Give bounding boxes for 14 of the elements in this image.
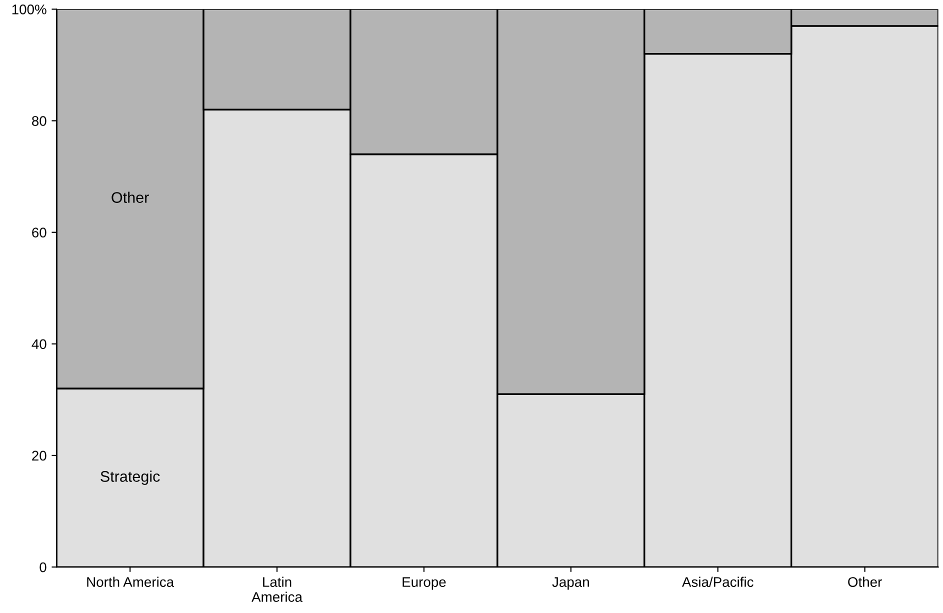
- x-tick-label: Other: [848, 576, 882, 587]
- x-tick-label: North America: [87, 576, 174, 587]
- x-tick-label: Japan: [552, 577, 589, 590]
- series-label: Other: [112, 192, 149, 203]
- y-tick-label: 100%: [12, 4, 46, 14]
- y-tick-label: 40: [32, 339, 46, 350]
- x-tick-label: Asia/Pacific: [682, 576, 754, 587]
- y-tick-label: 60: [32, 228, 46, 238]
- x-tick-label: Europe: [402, 577, 446, 590]
- x-tick-label: Latin America: [252, 576, 302, 602]
- series-label: Strategic: [100, 470, 160, 485]
- y-tick-label: 20: [32, 450, 46, 461]
- y-tick-label: 0: [40, 562, 46, 572]
- y-tick-label: 80: [32, 116, 46, 126]
